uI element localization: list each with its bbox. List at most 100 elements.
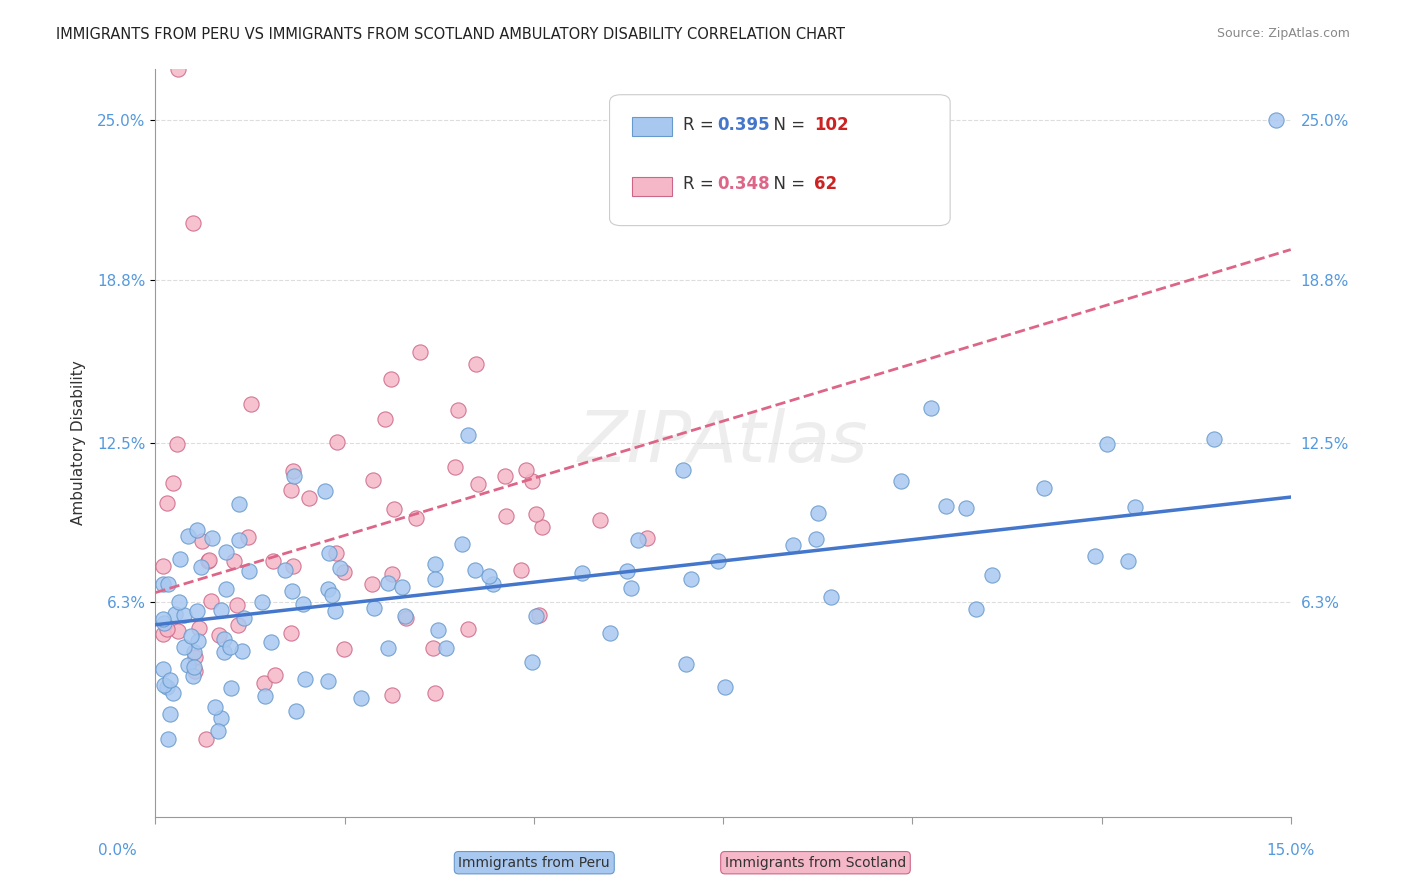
Point [1084,549,1107,564]
Bar [633,117,672,136]
Point [292,597,315,611]
Point [620,581,643,595]
Point [350,691,373,706]
Point [152,612,174,626]
Point [184,664,207,678]
Point [212,632,235,646]
Point [207,724,229,739]
Point [281,558,304,573]
Point [166,624,188,638]
Point [209,603,232,617]
FancyBboxPatch shape [610,95,950,226]
Bar [633,177,672,195]
Point [1095,437,1118,451]
Point [332,565,354,579]
Point [167,595,190,609]
Point [589,513,612,527]
Text: 0.0%: 0.0% [98,843,138,858]
Point [333,641,356,656]
Point [156,622,179,636]
Point [807,506,830,520]
Point [215,544,238,558]
Point [382,502,405,516]
Point [153,616,176,631]
Point [156,680,179,694]
Point [200,594,222,608]
Point [405,511,427,525]
Point [162,686,184,700]
Y-axis label: Ambulatory Disability: Ambulatory Disability [72,360,86,524]
Point [323,604,346,618]
Point [187,633,209,648]
Text: 102: 102 [814,116,849,134]
Point [321,588,343,602]
Point [183,645,205,659]
Point [494,468,516,483]
Point [524,609,547,624]
Point [215,582,238,596]
Point [457,622,479,636]
Point [190,560,212,574]
Point [920,401,942,415]
Point [236,530,259,544]
Point [520,655,543,669]
Point [184,649,207,664]
Point [153,678,176,692]
Point [955,500,977,515]
Point [1116,554,1139,568]
Point [806,533,828,547]
Point [219,640,242,654]
Point [159,706,181,721]
Point [714,680,737,694]
Point [183,660,205,674]
Point [478,569,501,583]
Point [1123,500,1146,515]
Point [281,464,304,478]
Text: N =: N = [763,176,810,194]
Point [163,607,186,621]
Point [316,673,339,688]
Point [212,645,235,659]
Point [360,577,382,591]
Point [527,607,550,622]
Point [599,625,621,640]
Point [451,537,474,551]
Point [180,629,202,643]
Point [1264,113,1286,128]
Point [228,533,250,548]
Point [380,372,402,386]
Point [782,538,804,552]
Point [152,577,174,591]
Point [890,474,912,488]
Point [263,668,285,682]
Point [394,609,416,624]
Text: 62: 62 [814,176,837,194]
Point [228,618,250,632]
Point [616,564,638,578]
Point [316,582,339,597]
Point [221,681,243,696]
Point [176,658,198,673]
Point [281,584,304,599]
Point [426,623,449,637]
Point [260,635,283,649]
Point [233,611,256,625]
Text: Immigrants from Peru: Immigrants from Peru [458,855,610,870]
Point [198,553,221,567]
Point [186,604,208,618]
Point [325,546,347,560]
Point [935,500,957,514]
Point [509,563,531,577]
Point [530,520,553,534]
Point [159,673,181,687]
Point [173,608,195,623]
Text: R =: R = [683,116,720,134]
Point [980,567,1002,582]
Point [409,345,432,359]
Point [228,497,250,511]
Point [520,474,543,488]
Point [187,621,209,635]
Point [636,531,658,545]
Point [274,563,297,577]
Text: 0.348: 0.348 [717,176,770,194]
